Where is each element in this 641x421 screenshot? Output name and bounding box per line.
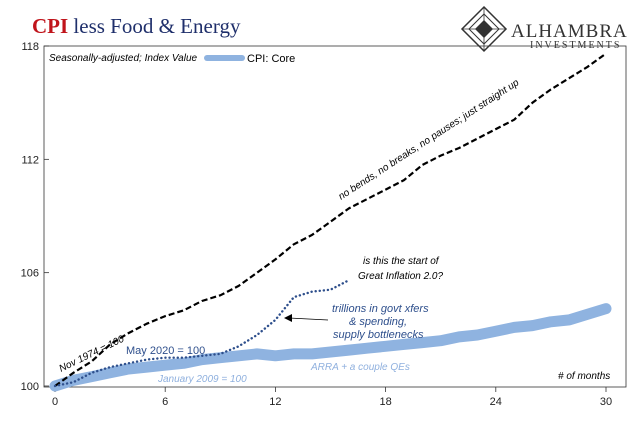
y-tick-label: 112 bbox=[21, 154, 39, 166]
chart-subtitle: Seasonally-adjusted; Index Value bbox=[49, 53, 198, 64]
y-tick-label: 106 bbox=[21, 268, 39, 280]
logo-name: ALHAMBRA bbox=[511, 21, 628, 42]
series-line-0 bbox=[54, 52, 607, 387]
annotation-start-line1: is this the start of bbox=[363, 256, 440, 267]
logo-diamond-icon bbox=[460, 5, 508, 53]
annotation-months: # of months bbox=[558, 371, 610, 382]
x-tick-label: 12 bbox=[269, 396, 281, 408]
annotation-trillions-line2: & spending, bbox=[349, 316, 407, 328]
logo: ALHAMBRA INVESTMENTS bbox=[460, 5, 628, 53]
chart-title-rest: less Food & Energy bbox=[68, 14, 241, 38]
annotation-trillions-line3: supply bottlenecks bbox=[333, 329, 424, 341]
annotation-start-line2: Great Inflation 2.0? bbox=[358, 271, 443, 282]
annotation-straight-up: no bends, no breaks, no pauses; just str… bbox=[337, 77, 522, 202]
x-tick-label: 18 bbox=[379, 396, 391, 408]
series-group bbox=[49, 52, 612, 392]
y-tick-label: 118 bbox=[21, 41, 39, 53]
x-tick-label: 24 bbox=[490, 396, 502, 408]
series-label-jan-2009: January 2009 = 100 bbox=[157, 374, 247, 385]
series-line-1 bbox=[53, 279, 351, 388]
annotation-trillions-line1: trillions in govt xfers bbox=[332, 303, 429, 315]
logo-sub: INVESTMENTS bbox=[530, 40, 621, 51]
chart-title-cpi: CPI bbox=[32, 14, 68, 38]
x-axis: 0 6 12 18 24 30 bbox=[52, 387, 612, 408]
annotation-arrow bbox=[284, 314, 329, 322]
y-tick-label: 100 bbox=[21, 381, 39, 393]
series-label-may-2020: May 2020 = 100 bbox=[126, 345, 205, 357]
x-tick-label: 0 bbox=[52, 396, 58, 408]
y-axis: 100 106 112 118 bbox=[21, 41, 49, 393]
series-line-2 bbox=[49, 303, 612, 392]
chart-title: CPI less Food & Energy bbox=[32, 14, 241, 38]
x-tick-label: 6 bbox=[162, 396, 168, 408]
plot-frame bbox=[43, 45, 627, 388]
annotation-arra: ARRA + a couple QEs bbox=[310, 362, 410, 373]
x-tick-label: 30 bbox=[600, 396, 612, 408]
legend-label: CPI: Core bbox=[247, 53, 295, 65]
